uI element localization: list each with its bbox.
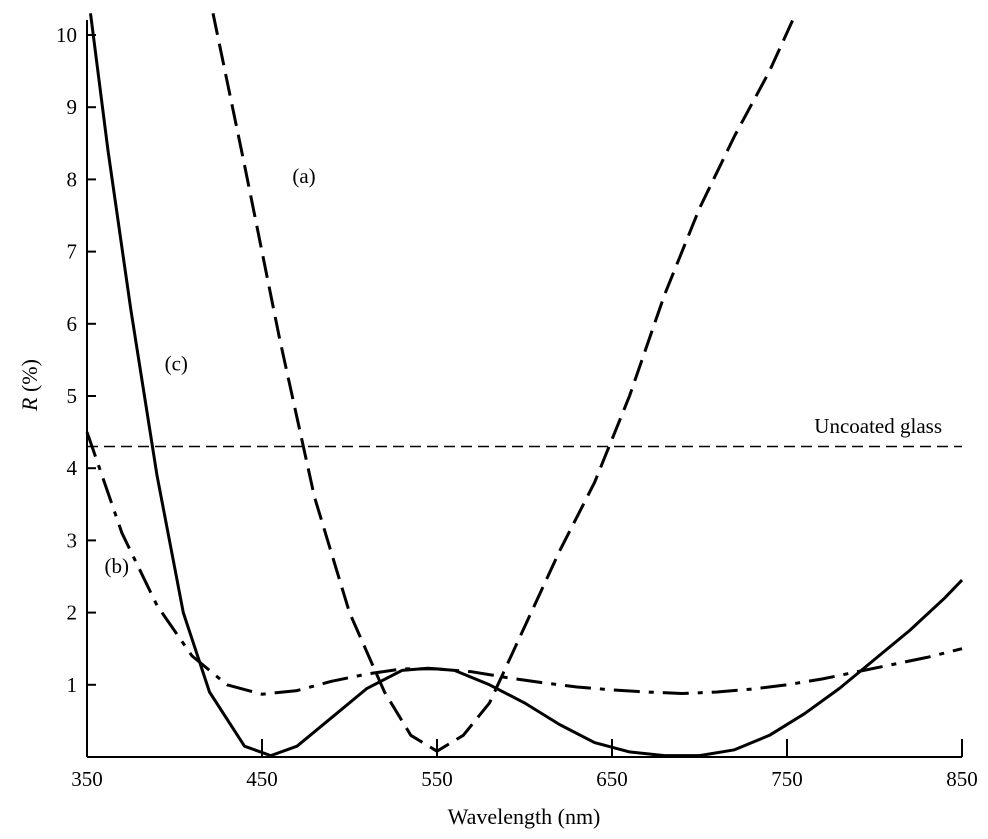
x-tick-label: 350 bbox=[71, 767, 103, 791]
x-tick-label: 750 bbox=[771, 767, 803, 791]
y-tick-label: 1 bbox=[67, 673, 78, 697]
y-tick-label: 7 bbox=[67, 240, 78, 264]
uncoated-glass-label: Uncoated glass bbox=[814, 414, 942, 438]
ticks: 1 2 3 4 5 6 7 8 9 10 350 450 550 650 750 850 bbox=[56, 23, 978, 791]
axes bbox=[86, 20, 962, 758]
y-tick-label: 3 bbox=[67, 528, 78, 552]
y-tick-label: 9 bbox=[67, 95, 78, 119]
curve-labels: (a) (b) (c) bbox=[105, 164, 316, 578]
x-tick-label: 850 bbox=[946, 767, 978, 791]
y-tick-label: 6 bbox=[67, 312, 78, 336]
curve-b bbox=[85, 431, 963, 696]
y-axis-title-unit: (%) bbox=[17, 359, 42, 397]
curve-label: (b) bbox=[105, 554, 130, 578]
curve-a bbox=[211, 12, 798, 753]
y-axis-title: R (%) bbox=[17, 359, 42, 412]
y-tick-label: 2 bbox=[67, 601, 78, 625]
x-tick-label: 550 bbox=[421, 767, 453, 791]
x-tick-label: 650 bbox=[596, 767, 628, 791]
curve-c bbox=[89, 13, 964, 758]
y-tick-label: 5 bbox=[67, 384, 78, 408]
x-tick-label: 450 bbox=[246, 767, 278, 791]
curves bbox=[85, 12, 964, 758]
y-tick-label: 4 bbox=[67, 456, 78, 480]
x-axis-title: Wavelength (nm) bbox=[448, 804, 601, 829]
curve-label: (a) bbox=[292, 164, 315, 188]
curve-label: (c) bbox=[165, 352, 188, 376]
y-tick-label: 8 bbox=[67, 167, 78, 191]
y-tick-label: 10 bbox=[56, 23, 77, 47]
y-axis-title-symbol: R bbox=[17, 397, 42, 412]
